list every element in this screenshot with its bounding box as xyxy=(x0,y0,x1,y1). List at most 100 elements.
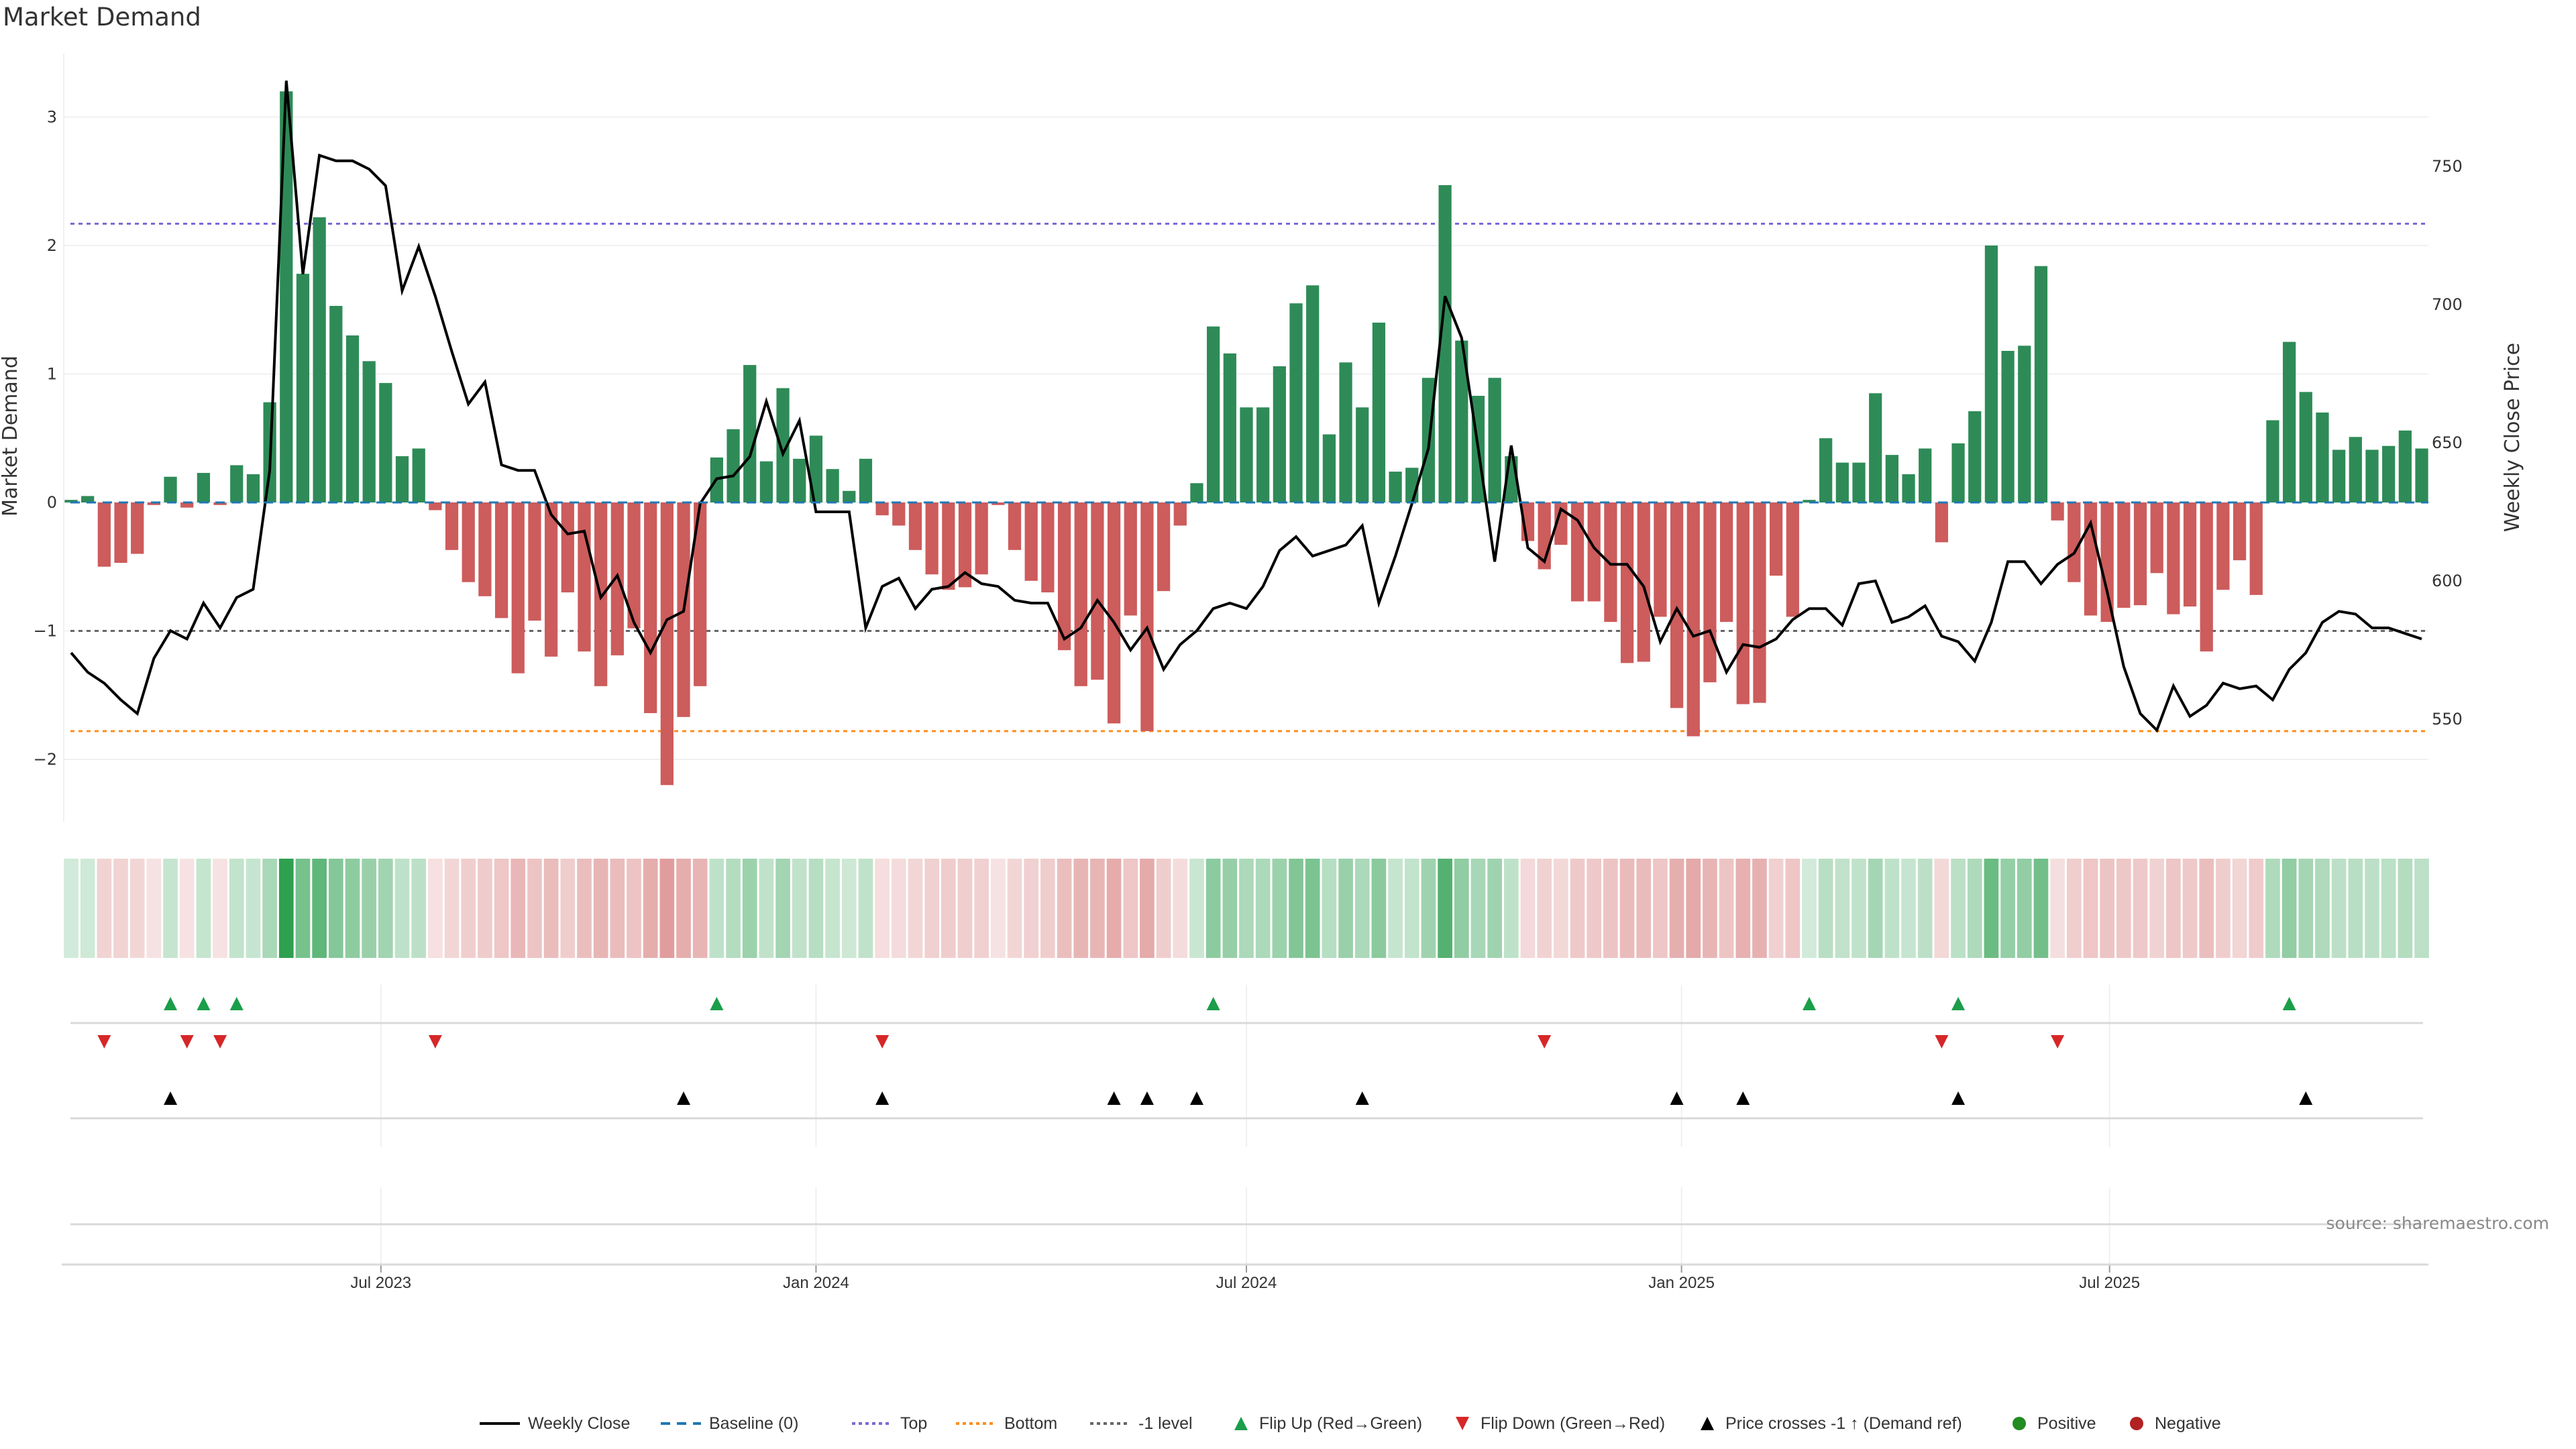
flip-down-marker xyxy=(213,1035,227,1049)
heatmap-cell xyxy=(2149,859,2165,958)
demand-bar xyxy=(1356,407,1369,502)
heatmap-cell xyxy=(1289,859,1303,958)
heatmap-cell xyxy=(577,859,592,958)
demand-bar xyxy=(97,502,111,567)
heatmap-cell xyxy=(1917,859,1933,958)
demand-bar xyxy=(1339,362,1352,502)
flip-down-marker xyxy=(428,1035,442,1049)
heatmap-cell xyxy=(2381,859,2396,958)
legend-label: Positive xyxy=(2037,1414,2096,1433)
heatmap-cell xyxy=(1421,859,1436,958)
price-cross-marker xyxy=(1670,1091,1684,1105)
demand-bar xyxy=(2167,502,2180,614)
x-tick-label: Jan 2025 xyxy=(1648,1274,1715,1292)
heatmap-cell xyxy=(527,859,542,958)
demand-bar xyxy=(2001,351,2015,502)
demand-bar xyxy=(2068,502,2081,582)
demand-bar xyxy=(1919,448,1932,502)
heatmap-cell xyxy=(312,859,327,958)
demand-bar xyxy=(164,476,177,502)
demand-bar xyxy=(2266,420,2279,502)
heatmap-cell xyxy=(494,859,509,958)
demand-bar xyxy=(1786,502,1799,617)
heatmap-cell xyxy=(1619,859,1635,958)
demand-bar xyxy=(213,502,227,505)
flip-up-marker xyxy=(1951,997,1966,1010)
y2-axis-label: Weekly Close Price xyxy=(2501,343,2524,532)
heatmap-cell xyxy=(1024,859,1039,958)
heatmap-cell xyxy=(2331,859,2347,958)
heatmap-cell xyxy=(179,859,195,958)
demand-bar xyxy=(1587,502,1601,602)
heatmap-cell xyxy=(2100,859,2114,958)
heatmap-cell xyxy=(1901,859,1916,958)
demand-bar xyxy=(1951,443,1965,502)
demand-bar xyxy=(1223,353,1236,502)
demand-bar xyxy=(660,502,674,786)
demand-bar xyxy=(1670,502,1684,708)
heatmap-cell xyxy=(2365,859,2379,958)
demand-bar xyxy=(1869,393,1882,502)
demand-bar xyxy=(2415,448,2428,502)
demand-bar xyxy=(727,429,740,502)
heatmap-cell xyxy=(1123,859,1138,958)
demand-bar xyxy=(412,448,425,502)
heatmap-cell xyxy=(2398,859,2413,958)
demand-bar xyxy=(1819,438,1833,502)
demand-bar xyxy=(1057,502,1071,651)
demand-bar xyxy=(2365,449,2379,502)
demand-bar xyxy=(1686,502,1700,737)
demand-bar xyxy=(280,91,293,502)
demand-bar xyxy=(1372,322,1386,502)
demand-bar xyxy=(793,458,806,502)
demand-bar xyxy=(64,500,78,502)
heatmap-cell xyxy=(2017,859,2032,958)
demand-bar xyxy=(2216,502,2230,590)
demand-bar xyxy=(1389,472,1402,502)
heatmap-cell xyxy=(1818,859,1833,958)
heatmap-cell xyxy=(1057,859,1072,958)
heatmap-cell xyxy=(1719,859,1734,958)
heatmap-cell xyxy=(858,859,873,958)
demand-bar xyxy=(2051,502,2064,521)
heatmap-cell xyxy=(2166,859,2181,958)
chart-title: Market Demand xyxy=(3,3,201,32)
flip-up-marker xyxy=(1802,997,1816,1010)
demand-bar xyxy=(1902,474,1915,502)
reference-lines xyxy=(70,222,2428,733)
heatmap-cell xyxy=(1752,859,1767,958)
demand-bar xyxy=(2316,412,2329,502)
price-line-group xyxy=(70,80,2422,733)
heatmap-cell xyxy=(2265,859,2280,958)
heatmap-cell xyxy=(2282,859,2297,958)
demand-bar xyxy=(627,502,641,629)
demand-bar xyxy=(379,382,392,502)
y-axis-label: Market Demand xyxy=(0,356,22,517)
heatmap-cell xyxy=(610,859,625,958)
heatmap-cell xyxy=(957,859,973,958)
heatmap-cell xyxy=(709,859,724,958)
demand-bar xyxy=(1207,326,1220,502)
heatmap-cell xyxy=(1669,859,1684,958)
demand-bar xyxy=(1604,502,1617,623)
demand-bar xyxy=(1273,366,1286,502)
heatmap-cell xyxy=(2083,859,2098,958)
y2-tick-label: 700 xyxy=(2432,295,2463,314)
demand-bar xyxy=(2398,430,2412,502)
heatmap-cell xyxy=(1156,859,1171,958)
demand-heatmap-strip xyxy=(64,859,2429,958)
heatmap-cell xyxy=(742,859,757,958)
heatmap-cell xyxy=(875,859,890,958)
demand-bar xyxy=(1554,502,1568,545)
heatmap-cell xyxy=(80,859,95,958)
x-tick-label: Jul 2025 xyxy=(2079,1274,2140,1292)
flip-down-marker xyxy=(1538,1035,1552,1049)
heatmap-cell xyxy=(2199,859,2214,958)
heatmap-cell xyxy=(1454,859,1469,958)
heatmap-cell xyxy=(1371,859,1387,958)
heatmap-cell xyxy=(1040,859,1055,958)
demand-bar xyxy=(1107,502,1121,724)
heatmap-cell xyxy=(1884,859,1900,958)
demand-bar xyxy=(2150,502,2163,574)
